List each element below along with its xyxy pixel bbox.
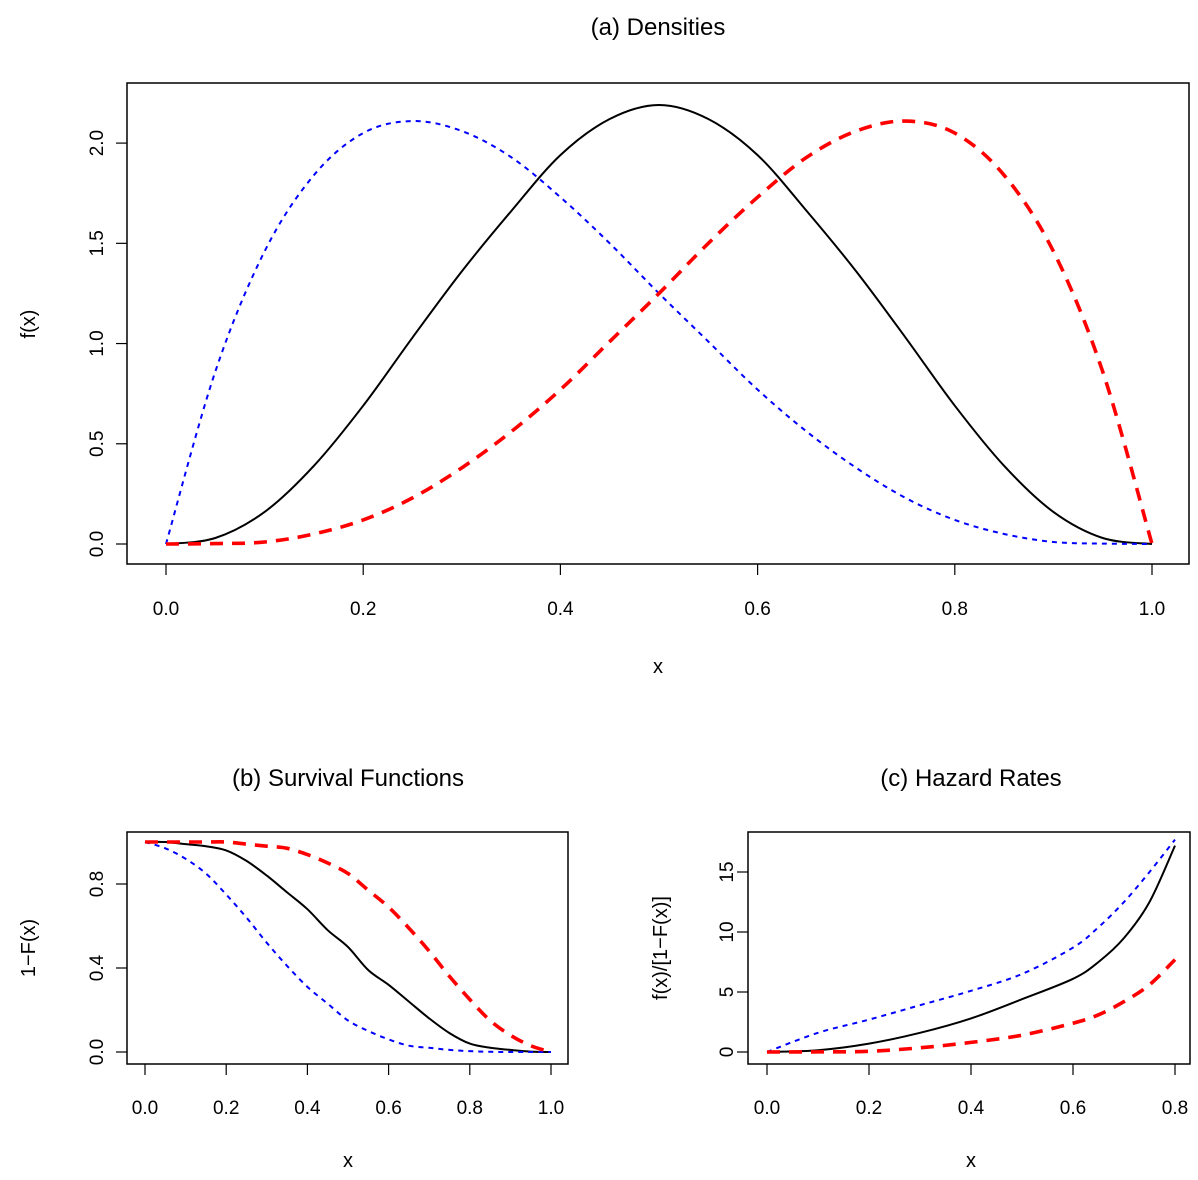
x-tick-label: 0.4 <box>547 599 574 620</box>
x-tick-label: 1.0 <box>538 1098 564 1119</box>
chart-title: (b) Survival Functions <box>232 765 464 792</box>
x-axis-label: x <box>653 656 663 678</box>
y-tick-label: 0.0 <box>87 1039 108 1065</box>
x-tick-label: 0.6 <box>375 1098 401 1119</box>
x-tick-label: 0.8 <box>1162 1098 1188 1119</box>
y-tick-label: 0.8 <box>87 871 108 897</box>
series-group <box>165 103 1154 546</box>
plot-frame <box>126 831 569 1065</box>
chart-title: (c) Hazard Rates <box>880 765 1061 792</box>
x-ticks: 0.0 0.2 0.4 0.6 0.8 <box>754 1064 1188 1119</box>
x-tick-label: 0.2 <box>856 1098 882 1119</box>
y-tick-label: 0.5 <box>87 431 108 457</box>
y-ticks: 0.0 0.4 0.8 <box>87 871 127 1065</box>
x-axis-label: x <box>966 1150 976 1172</box>
y-tick-label: 5 <box>717 987 738 998</box>
x-tick-label: 0.6 <box>1060 1098 1086 1119</box>
y-tick-label: 1.5 <box>87 230 108 256</box>
x-tick-label: 0.4 <box>958 1098 985 1119</box>
x-axis-label: x <box>343 1150 353 1172</box>
x-tick-label: 0.2 <box>213 1098 239 1119</box>
x-tick-label: 0.0 <box>153 599 179 620</box>
series-line-short-dash <box>144 841 551 1054</box>
series-group <box>766 838 1177 1054</box>
y-tick-label: 15 <box>717 861 738 882</box>
y-tick-label: 1.0 <box>87 330 108 356</box>
x-tick-label: 0.8 <box>457 1098 483 1119</box>
plot-frame <box>747 831 1191 1065</box>
series-line-solid <box>165 103 1153 545</box>
x-tick-label: 1.0 <box>1139 599 1165 620</box>
x-tick-label: 0.6 <box>744 599 770 620</box>
panel-survival: (b) Survival Functions x 1−F(x) 0.0 0.2 0.… <box>18 765 569 1172</box>
y-axis-label: 1−F(x) <box>18 919 40 977</box>
x-tick-label: 0.0 <box>132 1098 158 1119</box>
x-ticks: 0.0 0.2 0.4 0.6 0.8 1.0 <box>153 564 1165 620</box>
series-line-long-dash <box>144 840 552 1054</box>
y-axis-label: f(x) <box>18 310 40 339</box>
plot-frame <box>126 82 1190 565</box>
y-tick-label: 0.4 <box>87 954 108 981</box>
chart-title: (a) Densities <box>591 14 726 41</box>
x-tick-label: 0.0 <box>754 1098 780 1119</box>
series-line-solid <box>766 845 1176 1053</box>
panel-densities: (a) Densities x f(x) 0.0 0.2 0.4 0.6 0.8 1.0 … <box>18 14 1190 678</box>
x-tick-label: 0.4 <box>294 1098 321 1119</box>
x-tick-label: 0.2 <box>350 599 376 620</box>
y-tick-label: 0.0 <box>87 531 108 557</box>
x-ticks: 0.0 0.2 0.4 0.6 0.8 1.0 <box>132 1064 564 1119</box>
series-line-long-dash <box>766 958 1177 1054</box>
series-group <box>144 840 552 1054</box>
y-axis-label: f(x)/[1−F(x)] <box>650 896 672 1000</box>
x-tick-label: 0.8 <box>942 599 968 620</box>
series-line-solid <box>144 840 552 1053</box>
y-tick-label: 0 <box>717 1047 738 1058</box>
series-line-short-dash <box>766 838 1176 1053</box>
y-tick-label: 2.0 <box>87 130 108 156</box>
y-tick-label: 10 <box>717 921 738 942</box>
y-ticks: 0 5 10 15 <box>717 861 748 1057</box>
y-ticks: 0.0 0.5 1.0 1.5 2.0 <box>87 130 127 557</box>
series-line-long-dash <box>165 119 1154 546</box>
panel-hazard: (c) Hazard Rates x f(x)/[1−F(x)] 0.0 0.2 0… <box>650 765 1191 1172</box>
series-line-short-dash <box>165 120 1153 545</box>
